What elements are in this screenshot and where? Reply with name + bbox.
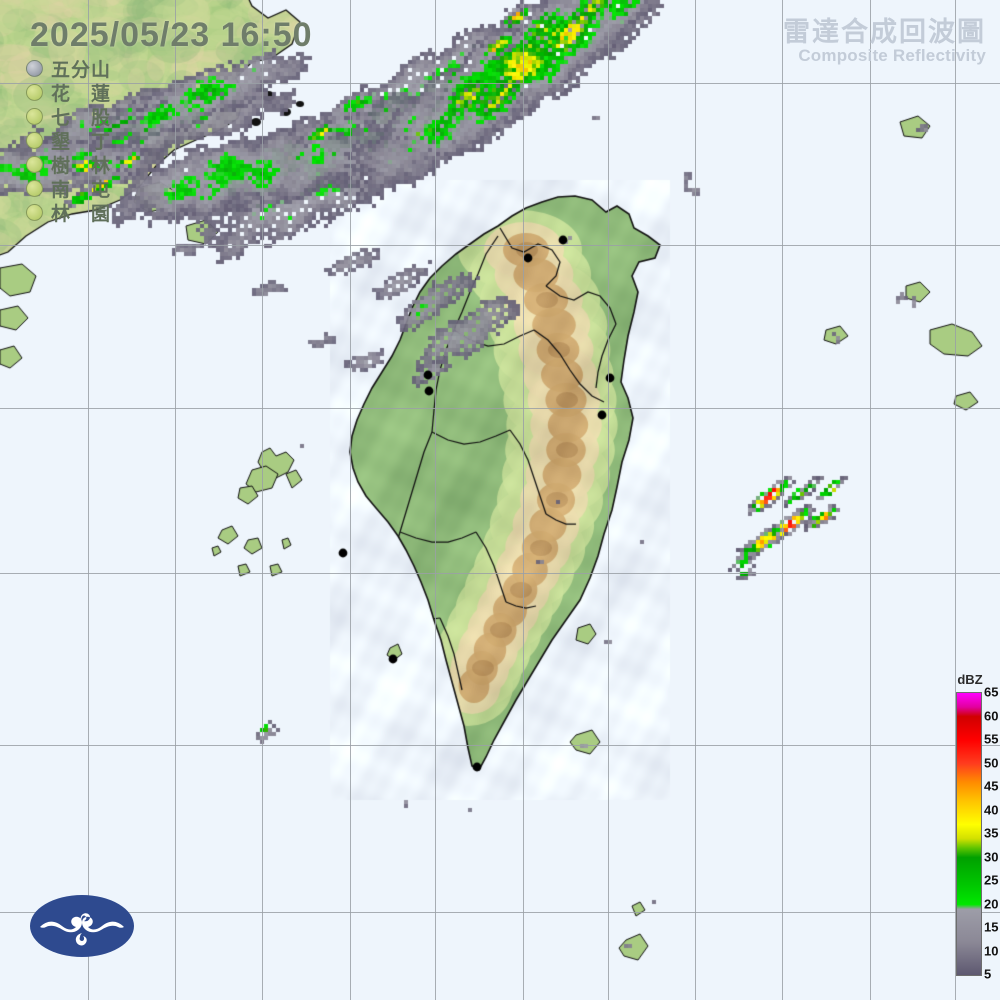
grid-line-vertical-7 <box>695 0 696 1000</box>
grid-line-vertical-9 <box>870 0 871 1000</box>
grid-line-vertical-5 <box>523 0 524 1000</box>
radar-site-item-4[interactable]: 樹 林 <box>26 152 112 177</box>
legend-tick-labels: 65 60 55 50 45 40 35 30 25 20 15 10 5 <box>982 685 1000 982</box>
radar-site-label: 七 股 <box>51 107 112 129</box>
grid-line-vertical-2 <box>262 0 263 1000</box>
legend-tick-20: 20 <box>984 896 999 911</box>
radar-site-status-dot[interactable] <box>26 179 43 197</box>
legend-color-bar <box>956 692 982 976</box>
grid-line-vertical-0 <box>88 0 89 1000</box>
grid-line-horizontal-1 <box>0 245 1000 246</box>
grid-line-vertical-6 <box>608 0 609 1000</box>
legend-tick-55: 55 <box>984 731 999 747</box>
legend-tick-10: 10 <box>984 943 999 958</box>
radar-site-label: 五分山 <box>51 59 112 81</box>
legend-tick-60: 60 <box>984 708 999 723</box>
radar-site-status-dot[interactable] <box>26 83 43 101</box>
legend-tick-45: 45 <box>984 778 999 794</box>
grid-line-horizontal-3 <box>0 573 1000 574</box>
grid-line-horizontal-4 <box>0 745 1000 746</box>
radar-site-label: 樹 林 <box>51 155 112 177</box>
grid-line-vertical-4 <box>435 0 436 1000</box>
radar-site-status-dot[interactable] <box>26 203 43 221</box>
radar-site-item-5[interactable]: 南 屯 <box>26 176 112 201</box>
logo-ellipse <box>30 895 134 957</box>
radar-site-label: 花 蓮 <box>51 83 112 105</box>
legend-title-dbz: dBZ <box>957 672 983 687</box>
dbz-color-legend: dBZ 65 60 55 50 45 40 35 30 25 20 15 10 5 <box>950 672 1000 992</box>
radar-site-item-3[interactable]: 墾 丁 <box>26 128 112 153</box>
radar-site-item-0[interactable]: 五分山 <box>26 56 112 81</box>
grid-line-horizontal-5 <box>0 912 1000 913</box>
legend-tick-5: 5 <box>984 966 992 982</box>
legend-tick-15: 15 <box>984 919 999 935</box>
grid-line-vertical-3 <box>350 0 351 1000</box>
legend-tick-35: 35 <box>984 825 999 841</box>
title-block: 雷達合成回波圖 Composite Reflectivity <box>783 18 986 65</box>
radar-site-status-dot[interactable] <box>26 59 43 77</box>
cwa-logo[interactable] <box>28 893 136 959</box>
radar-site-item-2[interactable]: 七 股 <box>26 104 112 129</box>
radar-site-label: 南 屯 <box>51 179 112 201</box>
radar-site-status-dot[interactable] <box>26 155 43 173</box>
grid-line-vertical-10 <box>955 0 956 1000</box>
grid-line-horizontal-2 <box>0 408 1000 409</box>
radar-site-list: 五分山花 蓮七 股墾 丁樹 林南 屯林 園 <box>26 56 112 225</box>
radar-site-item-1[interactable]: 花 蓮 <box>26 80 112 105</box>
title-chinese: 雷達合成回波圖 <box>783 17 986 47</box>
grid-line-vertical-8 <box>782 0 783 1000</box>
radar-site-label: 墾 丁 <box>51 131 112 153</box>
legend-tick-40: 40 <box>984 802 999 817</box>
grid-line-horizontal-0 <box>0 83 1000 84</box>
title-english: Composite Reflectivity <box>798 46 986 66</box>
legend-tick-25: 25 <box>984 872 999 888</box>
legend-tick-50: 50 <box>984 755 999 770</box>
observation-datetime: 2025/05/23 16:50 <box>30 16 313 54</box>
radar-site-status-dot[interactable] <box>26 107 43 125</box>
legend-tick-65: 65 <box>984 684 999 700</box>
radar-site-status-dot[interactable] <box>26 131 43 149</box>
legend-tick-30: 30 <box>984 849 999 864</box>
radar-site-item-6[interactable]: 林 園 <box>26 200 112 225</box>
grid-line-vertical-1 <box>175 0 176 1000</box>
radar-site-label: 林 園 <box>51 203 112 225</box>
